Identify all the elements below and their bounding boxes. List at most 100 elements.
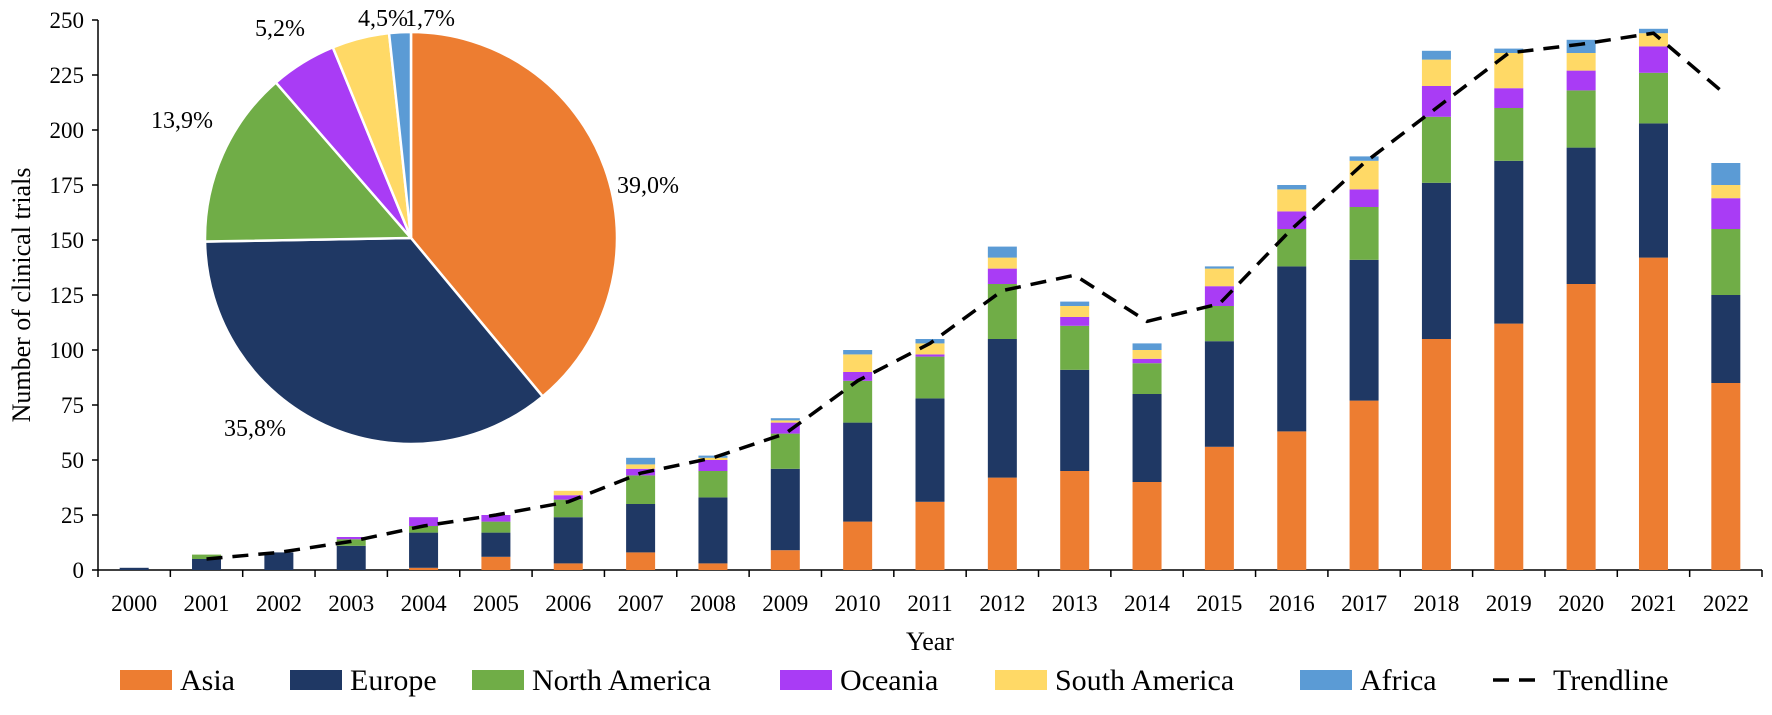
bar-europe-2005 <box>481 532 511 557</box>
x-tick-label: 2004 <box>401 591 448 616</box>
pie-label-asia: 39,0% <box>617 173 679 199</box>
pie-label-africa: 1,7% <box>405 6 455 32</box>
bar-north-america-2019 <box>1494 108 1524 161</box>
bar-oceania-2019 <box>1494 88 1524 108</box>
bar-north-america-2010 <box>843 380 873 423</box>
bar-asia-2021 <box>1638 257 1668 570</box>
bar-europe-2014 <box>1132 394 1162 482</box>
legend-swatch-africa <box>1300 670 1352 690</box>
bar-europe-2011 <box>915 398 945 502</box>
bar-europe-2019 <box>1494 160 1524 324</box>
bar-europe-2008 <box>698 497 728 564</box>
bar-oceania-2021 <box>1638 46 1668 73</box>
bar-south-america-2018 <box>1421 59 1451 86</box>
bar-europe-2001 <box>192 559 222 570</box>
bar-asia-2011 <box>915 501 945 570</box>
x-tick-label: 2009 <box>762 591 808 616</box>
bar-asia-2022 <box>1711 383 1741 570</box>
bar-asia-2020 <box>1566 284 1596 570</box>
legend-label-trendline: Trendline <box>1553 664 1669 697</box>
legend-swatch-oceania <box>780 670 832 690</box>
x-tick-label: 2008 <box>690 591 736 616</box>
bar-europe-2018 <box>1421 182 1451 339</box>
bar-south-america-2006 <box>553 490 583 496</box>
y-tick-label: 200 <box>50 118 85 143</box>
bar-south-america-2011 <box>915 343 945 355</box>
y-tick-label: 125 <box>50 283 85 308</box>
bar-europe-2000 <box>119 567 149 570</box>
bar-north-america-2018 <box>1421 116 1451 183</box>
bar-africa-2010 <box>843 350 873 355</box>
bar-south-america-2016 <box>1277 189 1307 212</box>
y-tick-label: 75 <box>61 393 84 418</box>
pie-slice-africa <box>387 30 413 239</box>
y-tick-label: 150 <box>50 228 85 253</box>
bar-north-america-2014 <box>1132 363 1162 394</box>
bar-asia-2017 <box>1349 400 1379 570</box>
bar-asia-2014 <box>1132 482 1162 570</box>
bar-north-america-2005 <box>481 521 511 533</box>
pie-slice-asia <box>409 30 619 399</box>
bar-north-america-2021 <box>1638 72 1668 124</box>
x-tick-label: 2016 <box>1269 591 1315 616</box>
bar-africa-2021 <box>1638 28 1668 34</box>
tick-labels: 0 25 50 75 100 125 150 175 200 225 250 2000 2001 2002… <box>50 8 1749 616</box>
bar-europe-2021 <box>1638 123 1668 258</box>
bar-south-america-2009 <box>770 420 800 423</box>
bar-south-america-2017 <box>1349 160 1379 190</box>
bar-north-america-2013 <box>1060 325 1090 370</box>
bar-south-america-2014 <box>1132 350 1162 359</box>
bar-asia-2007 <box>626 552 656 570</box>
bar-europe-2002 <box>264 552 294 570</box>
bar-africa-2007 <box>626 457 656 465</box>
bar-oceania-2012 <box>987 268 1017 284</box>
bar-europe-2004 <box>409 532 439 568</box>
bar-africa-2014 <box>1132 343 1162 350</box>
y-tick-label: 25 <box>61 503 84 528</box>
bar-oceania-2009 <box>770 422 800 434</box>
bar-oceania-2017 <box>1349 189 1379 207</box>
bar-north-america-2016 <box>1277 229 1307 267</box>
legend-label-south-america: South America <box>1055 664 1234 697</box>
bar-africa-2013 <box>1060 301 1090 306</box>
bar-oceania-2006 <box>553 495 583 500</box>
bar-north-america-2017 <box>1349 207 1379 260</box>
legend-label-asia: Asia <box>180 664 235 697</box>
trendline-layer <box>206 31 1727 561</box>
bar-africa-2008 <box>698 455 728 458</box>
bar-asia-2006 <box>553 563 583 570</box>
x-tick-label: 2003 <box>328 591 374 616</box>
x-tick-label: 2011 <box>907 591 952 616</box>
x-tick-label: 2022 <box>1703 591 1749 616</box>
axis-titles: Year Number of clinical trials <box>7 168 954 656</box>
bar-north-america-2022 <box>1711 229 1741 295</box>
bar-oceania-2014 <box>1132 358 1162 364</box>
bar-north-america-2020 <box>1566 90 1596 148</box>
x-tick-label: 2017 <box>1341 591 1387 616</box>
bar-north-america-2012 <box>987 284 1017 339</box>
bar-europe-2012 <box>987 339 1017 478</box>
bar-south-america-2019 <box>1494 53 1524 89</box>
y-tick-label: 100 <box>50 338 85 363</box>
bar-south-america-2020 <box>1566 53 1596 71</box>
bar-north-america-2004 <box>409 526 439 533</box>
bar-oceania-2005 <box>481 515 511 522</box>
bar-south-america-2022 <box>1711 185 1741 199</box>
bar-south-america-2010 <box>843 354 873 372</box>
pie-slice-north-america <box>203 80 414 243</box>
bar-europe-2022 <box>1711 295 1741 383</box>
y-tick-label: 175 <box>50 173 85 198</box>
bar-asia-2013 <box>1060 471 1090 570</box>
bar-south-america-2007 <box>626 464 656 469</box>
bar-north-america-2015 <box>1204 306 1234 342</box>
bar-oceania-2018 <box>1421 86 1451 117</box>
stacked-bars <box>119 28 1741 570</box>
x-tick-label: 2013 <box>1052 591 1098 616</box>
legend-swatch-north-america <box>472 670 524 690</box>
bar-europe-2007 <box>626 504 656 553</box>
bar-africa-2017 <box>1349 156 1379 161</box>
legend-label-oceania: Oceania <box>840 664 938 697</box>
x-tick-label: 2020 <box>1558 591 1604 616</box>
bar-asia-2012 <box>987 477 1017 570</box>
